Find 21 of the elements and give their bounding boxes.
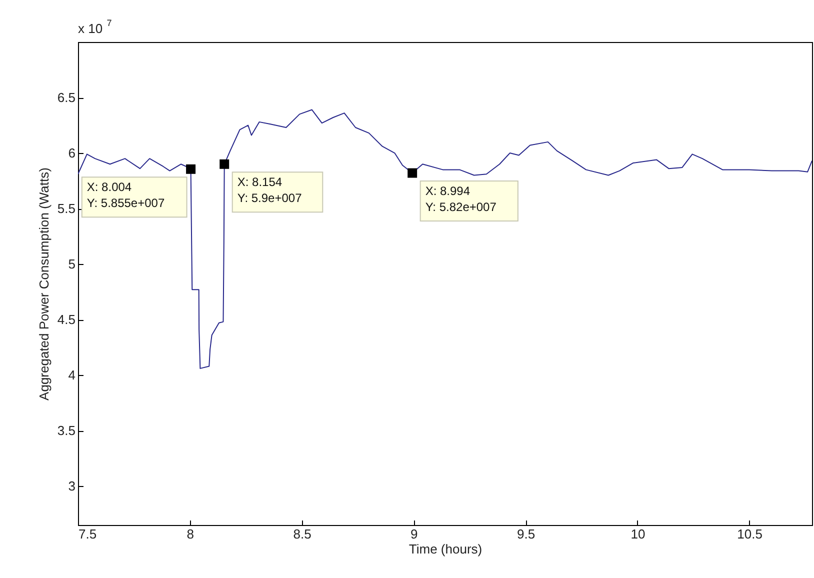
x-tick-label: 7.5 — [78, 526, 97, 542]
x-axis-title: Time (hours) — [408, 542, 482, 556]
y-tick-label: 5 — [68, 256, 76, 272]
x-tick-label: 8 — [186, 526, 194, 542]
y-tick-label: 6.5 — [57, 90, 76, 106]
x-tick-label: 8.5 — [293, 526, 312, 542]
y-axis-title: Aggregated Power Consumption (Watts) — [36, 168, 52, 400]
y-tick-label: 6 — [68, 146, 76, 161]
line-series — [78, 109, 812, 369]
y-tick-label: 4.5 — [57, 312, 76, 328]
x-tick-label: 10.5 — [737, 526, 762, 542]
y-tick-label: 5.5 — [57, 201, 76, 216]
annotation: X: 8.004 Y: 5.855e+007 — [86, 180, 165, 210]
x-tick-label: 9.5 — [517, 526, 536, 542]
y-tick-label: 3.5 — [57, 423, 76, 438]
annotation: X: 8.154 Y: 5.9e+007 — [237, 175, 302, 206]
annotation: X: 8.994 Y: 5.82e+007 — [425, 184, 497, 214]
y-tick-label: 4 — [68, 368, 76, 383]
y-tick-label: 3 — [68, 478, 76, 494]
x-tick-label: 9 — [410, 526, 418, 542]
x-tick-label: 10 — [630, 526, 646, 542]
